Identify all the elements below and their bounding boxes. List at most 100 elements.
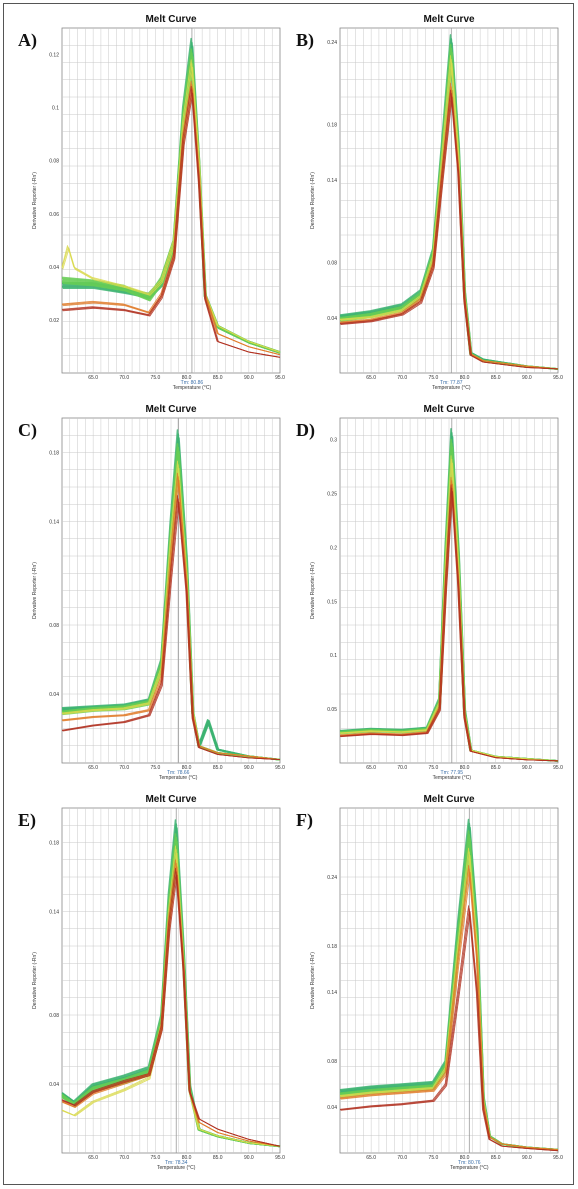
x-axis-label: Temperature (°C) (450, 1165, 489, 1171)
x-axis-label: Temperature (°C) (159, 775, 198, 781)
x-tick-label: 95.0 (553, 375, 563, 381)
x-tick-label: 90.0 (522, 1155, 532, 1161)
chart-panel-4: D) Melt Curve 0.05 0.1 0.15 0.2 0.25 0.3 65.0 70.… (296, 404, 563, 781)
chart-panel-1: A) Melt Curve 0.02 0.04 0.06 0.08 0.1 0.12 65.0 7… (18, 14, 285, 391)
x-tick-label: 75.0 (429, 1155, 439, 1161)
chart-title: Melt Curve (145, 14, 197, 25)
y-tick-label: 0.1 (330, 653, 337, 659)
x-tick-label: 90.0 (244, 1155, 254, 1161)
y-tick-label: 0.08 (327, 1059, 337, 1065)
grid-lines (340, 808, 558, 1153)
x-tick-label: 90.0 (244, 765, 254, 771)
series-5 (339, 905, 559, 1152)
x-tick-label: 90.0 (522, 765, 532, 771)
x-tick-labels: 65.0 70.0 75.0 80.0 85.0 90.0 95.0 (366, 1155, 563, 1161)
tm-label: Tm: 77.95 (441, 770, 464, 776)
x-tick-label: 75.0 (151, 375, 161, 381)
series-line (340, 96, 559, 370)
y-tick-label: 0.18 (49, 451, 59, 457)
y-tick-label: 0.05 (327, 707, 337, 713)
y-tick-label: 0.1 (52, 106, 59, 112)
x-tick-label: 80.0 (460, 375, 470, 381)
x-tick-label: 70.0 (119, 1155, 129, 1161)
x-tick-label: 85.0 (491, 375, 501, 381)
chart-title: Melt Curve (145, 794, 197, 805)
x-tick-labels: 65.0 70.0 75.0 80.0 85.0 90.0 95.0 (88, 765, 285, 771)
chart-panel-5: E) Melt Curve 0.04 0.08 0.14 0.18 65.0 70.0 75.0… (18, 794, 285, 1171)
x-tick-label: 85.0 (213, 765, 223, 771)
x-tick-label: 65.0 (366, 1155, 376, 1161)
x-tick-label: 75.0 (151, 765, 161, 771)
series-line (340, 871, 559, 1151)
x-tick-label: 95.0 (275, 375, 285, 381)
y-tick-label: 0.04 (49, 265, 59, 271)
y-tick-label: 0.18 (327, 123, 337, 129)
x-axis-label: Temperature (°C) (173, 385, 212, 391)
x-tick-label: 95.0 (275, 765, 285, 771)
y-tick-label: 0.06 (49, 212, 59, 218)
y-tick-label: 0.04 (327, 316, 337, 322)
y-tick-labels: 0.04 0.08 0.14 0.18 0.24 (327, 40, 337, 322)
y-tick-label: 0.08 (49, 1013, 59, 1019)
series-line (340, 462, 559, 762)
series-line (61, 85, 280, 358)
x-tick-label: 70.0 (397, 375, 407, 381)
series-line (61, 89, 281, 358)
tm-label: Tm: 78.34 (165, 1160, 188, 1166)
series-line (340, 491, 559, 762)
y-tick-labels: 0.05 0.1 0.15 0.2 0.25 0.3 (327, 438, 337, 714)
x-tick-label: 65.0 (366, 375, 376, 381)
x-tick-label: 95.0 (553, 1155, 563, 1161)
panel-letter: D) (296, 420, 315, 441)
x-tick-label: 90.0 (522, 375, 532, 381)
x-tick-label: 65.0 (366, 765, 376, 771)
series-5 (61, 495, 281, 761)
x-tick-label: 85.0 (491, 765, 501, 771)
tm-label: Tm: 77.87 (440, 380, 463, 386)
x-tick-label: 75.0 (429, 765, 439, 771)
series-5 (339, 89, 559, 370)
chart-title: Melt Curve (423, 794, 475, 805)
series-line (62, 501, 281, 761)
panel-letter: A) (18, 30, 37, 51)
y-tick-labels: 0.04 0.08 0.14 0.18 0.24 (327, 875, 337, 1111)
y-axis-label: Derivative Reporter (-Rn') (310, 562, 316, 619)
figure-frame (3, 3, 574, 1185)
x-tick-labels: 65.0 70.0 75.0 80.0 85.0 90.0 95.0 (88, 375, 285, 381)
panel-letter: F) (296, 810, 313, 831)
x-tick-label: 85.0 (491, 1155, 501, 1161)
y-axis-label: Derivative Reporter (-Rn') (32, 952, 38, 1009)
series-line (62, 874, 281, 1147)
y-axis-label: Derivative Reporter (-Rn') (310, 952, 316, 1009)
y-axis-label: Derivative Reporter (-Rn') (32, 562, 38, 619)
x-tick-label: 80.0 (182, 765, 192, 771)
y-tick-labels: 0.02 0.04 0.06 0.08 0.1 0.12 (49, 53, 59, 324)
y-tick-label: 0.3 (330, 438, 337, 444)
y-tick-label: 0.2 (330, 545, 337, 551)
x-tick-label: 65.0 (88, 375, 98, 381)
y-tick-label: 0.25 (327, 491, 337, 497)
x-tick-labels: 65.0 70.0 75.0 80.0 85.0 90.0 95.0 (366, 765, 563, 771)
series-5 (61, 85, 281, 358)
x-tick-label: 80.0 (182, 375, 192, 381)
series-line (61, 80, 280, 355)
x-tick-label: 95.0 (553, 765, 563, 771)
x-tick-label: 65.0 (88, 1155, 98, 1161)
chart-title: Melt Curve (423, 14, 475, 25)
x-tick-labels: 65.0 70.0 75.0 80.0 85.0 90.0 95.0 (88, 1155, 285, 1161)
y-tick-label: 0.14 (327, 990, 337, 996)
y-axis-label: Derivative Reporter (-Rn') (32, 172, 38, 229)
series-line (62, 479, 281, 761)
tm-label: Tm: 80.86 (181, 380, 204, 386)
x-tick-label: 95.0 (275, 1155, 285, 1161)
x-tick-label: 90.0 (244, 375, 254, 381)
y-tick-label: 0.04 (327, 1105, 337, 1111)
y-tick-label: 0.02 (49, 318, 59, 324)
y-tick-labels: 0.04 0.08 0.14 0.18 (49, 841, 59, 1089)
grid-lines (62, 28, 280, 373)
x-tick-label: 70.0 (397, 765, 407, 771)
chart-panel-2: B) Melt Curve 0.04 0.08 0.14 0.18 0.24 65.0 70.0… (296, 14, 563, 391)
tm-label: Tm: 78.66 (167, 770, 190, 776)
panel-letter: C) (18, 420, 37, 441)
y-tick-label: 0.18 (49, 841, 59, 847)
